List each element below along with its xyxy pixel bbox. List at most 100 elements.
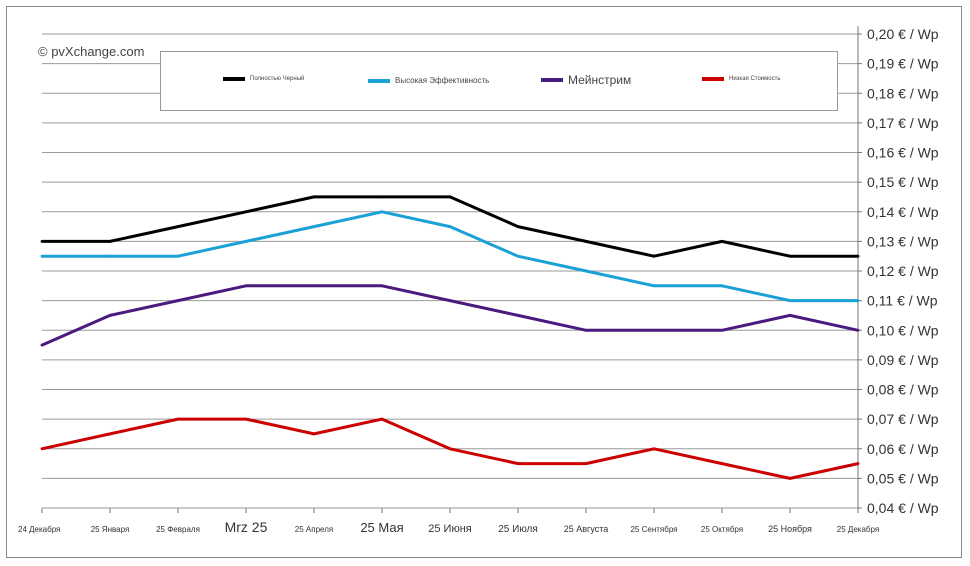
y-axis-tick-labels: 0,04 € / Wp 0,05 € / Wp 0,06 € / Wp 0,07 € … xyxy=(867,26,939,516)
data-point xyxy=(788,314,792,317)
data-point xyxy=(380,284,384,288)
y-tick-label: 0,19 € / Wp xyxy=(867,56,939,72)
data-point xyxy=(176,299,180,303)
data-point xyxy=(448,225,452,228)
data-point xyxy=(312,432,316,436)
x-tick-label: 25 Февраля xyxy=(156,525,200,534)
data-point xyxy=(516,462,520,465)
data-point xyxy=(176,254,180,258)
data-point xyxy=(448,299,452,303)
data-point xyxy=(244,417,248,421)
data-point xyxy=(40,254,44,258)
series-lines xyxy=(40,195,860,480)
x-tick-label: 25 Апреля xyxy=(295,525,333,534)
data-point xyxy=(312,195,316,199)
data-point xyxy=(652,328,656,332)
data-point xyxy=(244,239,248,243)
data-point xyxy=(788,476,792,480)
data-point xyxy=(720,328,724,332)
data-point xyxy=(788,254,792,258)
y-tick-label: 0,20 € / Wp xyxy=(867,26,939,42)
data-point xyxy=(312,284,316,288)
data-point xyxy=(108,239,112,243)
data-point xyxy=(40,343,44,347)
y-tick-label: 0,04 € / Wp xyxy=(867,500,939,516)
x-tick-label: 25 Января xyxy=(91,525,130,534)
data-point xyxy=(40,239,44,243)
y-tick-label: 0,17 € / Wp xyxy=(867,115,939,131)
data-point xyxy=(856,462,860,465)
data-point xyxy=(856,254,860,258)
data-point xyxy=(244,284,248,288)
data-point xyxy=(720,239,724,243)
y-tick-label: 0,10 € / Wp xyxy=(867,322,939,338)
data-point xyxy=(584,462,588,465)
legend-item-low-cost: Низкая Стоимость xyxy=(702,76,780,82)
data-point xyxy=(516,254,520,258)
data-point xyxy=(720,284,724,288)
chart-legend: Полностью Черный Высокая Эффективность М… xyxy=(160,51,838,111)
legend-label-mainstream: Мейнстрим xyxy=(568,73,632,87)
y-tick-label: 0,05 € / Wp xyxy=(867,470,939,486)
data-point xyxy=(380,417,384,421)
data-point xyxy=(584,269,588,273)
x-tick-label: 25 Ноября xyxy=(768,524,812,534)
y-tick-label: 0,11 € / Wp xyxy=(867,293,938,309)
y-tick-label: 0,16 € / Wp xyxy=(867,145,939,161)
y-tick-label: 0,09 € / Wp xyxy=(867,352,939,368)
y-tick-label: 0,07 € / Wp xyxy=(867,411,939,427)
x-tick-label: 25 Октября xyxy=(701,525,743,534)
x-tick-label: 25 Сентября xyxy=(630,525,677,534)
data-point xyxy=(652,447,656,451)
x-axis-tick-labels: 24 Декабря 25 Января 25 Февраля Mrz 25 25 Ап… xyxy=(18,519,879,535)
data-point xyxy=(380,195,384,199)
y-tick-label: 0,15 € / Wp xyxy=(867,174,939,190)
data-point xyxy=(244,210,248,214)
y-tick-label: 0,14 € / Wp xyxy=(867,204,939,220)
legend-swatch-high-efficiency xyxy=(368,78,390,83)
x-tick-label: 25 Июля xyxy=(498,524,538,535)
legend-label-high-efficiency: Высокая Эффективность xyxy=(395,76,490,85)
data-point xyxy=(584,239,588,243)
data-point xyxy=(584,328,588,332)
data-point xyxy=(108,432,112,436)
legend-item-high-efficiency: Высокая Эффективность xyxy=(368,76,489,85)
data-point xyxy=(856,299,860,303)
data-point xyxy=(312,225,316,228)
data-point xyxy=(108,254,112,258)
y-tick-label: 0,12 € / Wp xyxy=(867,263,939,279)
x-tick-label: 25 Июня xyxy=(428,523,472,535)
x-tick-label: 24 Декабря xyxy=(18,525,60,534)
data-point xyxy=(652,284,656,288)
grid-lines xyxy=(41,26,862,513)
x-tick-label: 25 Мая xyxy=(360,520,403,535)
data-point xyxy=(448,447,452,451)
legend-swatch-all-black xyxy=(223,77,245,81)
data-point xyxy=(788,299,792,303)
y-tick-label: 0,13 € / Wp xyxy=(867,233,939,249)
legend-label-all-black: Полностью Черный xyxy=(250,76,305,82)
data-point xyxy=(380,210,384,214)
data-point xyxy=(448,195,452,199)
legend-label-low-cost: Низкая Стоимость xyxy=(729,76,781,82)
y-tick-label: 0,18 € / Wp xyxy=(867,85,939,101)
y-tick-label: 0,06 € / Wp xyxy=(867,441,939,457)
legend-item-all-black: Полностью Черный xyxy=(223,76,304,82)
x-tick-label: Mrz 25 xyxy=(225,519,268,535)
x-tick-label: 25 Августа xyxy=(564,524,609,534)
data-point xyxy=(720,462,724,465)
legend-swatch-low-cost xyxy=(702,77,724,81)
data-point xyxy=(176,225,180,228)
data-point xyxy=(516,314,520,317)
data-point xyxy=(516,225,520,228)
legend-swatch-mainstream xyxy=(541,78,563,82)
series-line-2 xyxy=(41,284,859,347)
y-tick-label: 0,08 € / Wp xyxy=(867,382,939,398)
x-tick-label: 25 Декабря xyxy=(837,525,879,534)
series-line-1 xyxy=(42,210,858,303)
legend-item-mainstream: Мейнстрим xyxy=(541,73,631,87)
data-point xyxy=(856,328,860,332)
data-point xyxy=(176,417,180,421)
data-point xyxy=(40,447,44,451)
